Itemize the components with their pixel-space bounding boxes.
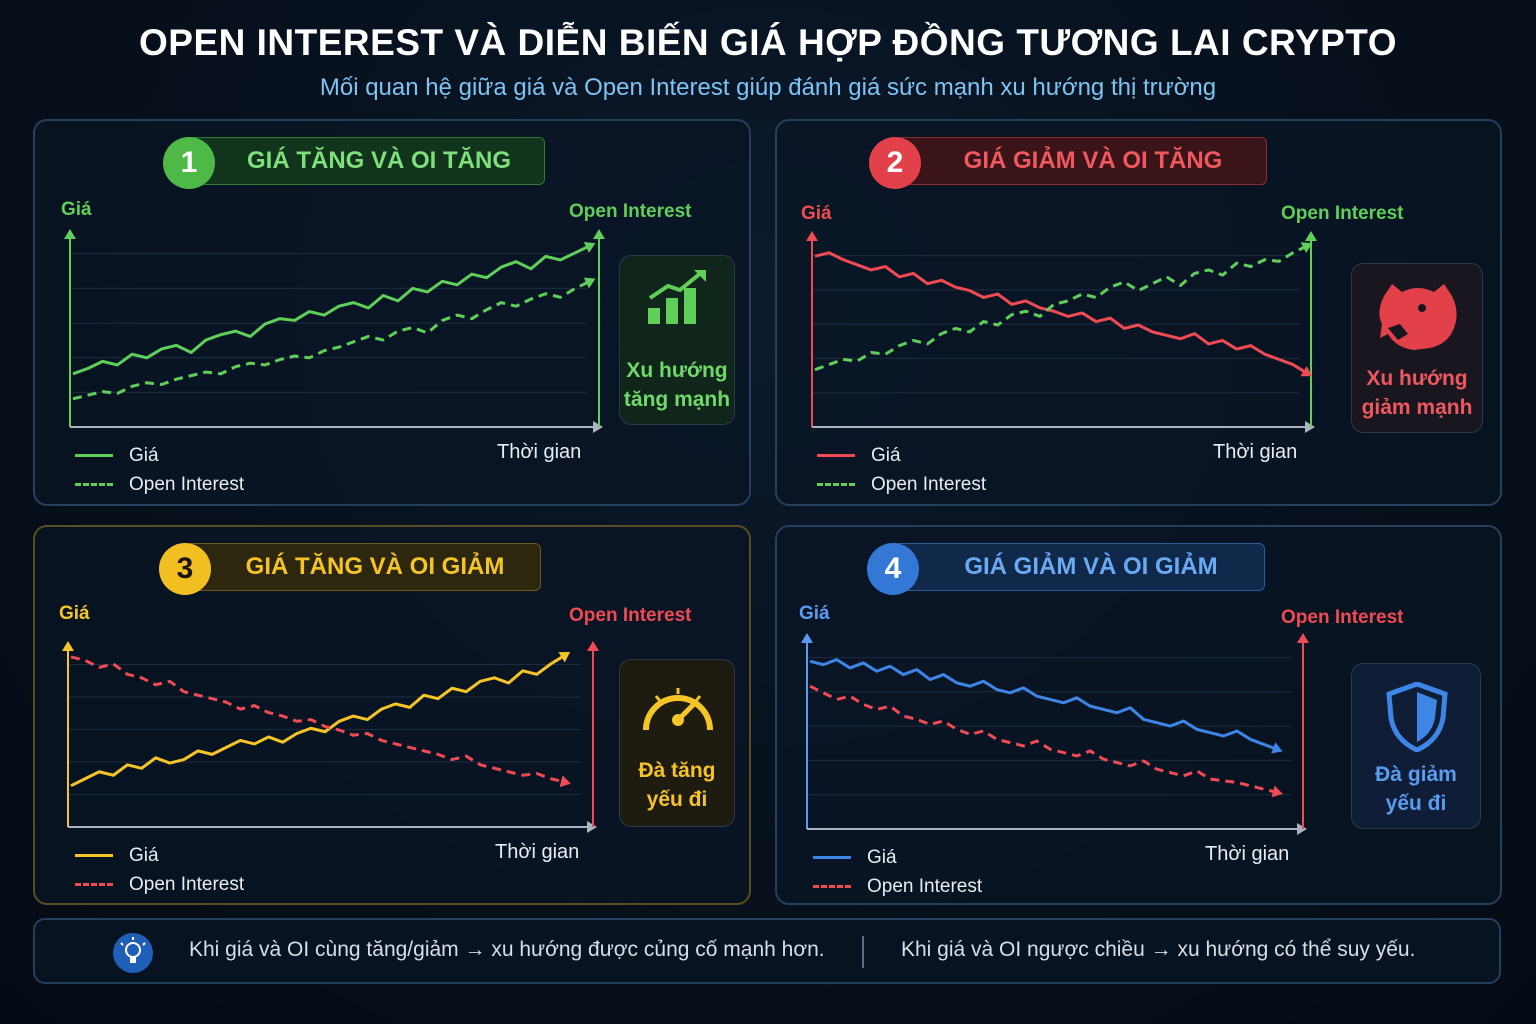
- open-interest-line: [809, 684, 1278, 794]
- legend-label-oi: Open Interest: [129, 473, 245, 495]
- y2-axis-label: Open Interest: [569, 201, 692, 222]
- price-line: [814, 251, 1308, 375]
- chart-plot: [62, 641, 599, 833]
- panel-price-up-oi-up: 1 GIÁ TĂNG VÀ OI TĂNG Giá Open Interest …: [33, 119, 751, 506]
- y-axis-label: Giá: [59, 603, 90, 624]
- price-line: [809, 658, 1278, 751]
- insight-line-2: tăng mạnh: [623, 388, 731, 411]
- y2-axis-label: Open Interest: [569, 605, 692, 626]
- speedometer-icon: [643, 688, 713, 731]
- bar-chart-up-icon: [648, 270, 706, 324]
- panel-heading: GIÁ GIẢM VÀ OI GIẢM: [897, 543, 1265, 591]
- price-line-arrow: [583, 242, 596, 253]
- x-axis-label: Thời gian: [497, 441, 582, 463]
- open-interest-line-arrow: [559, 775, 571, 788]
- insight-line-2: yếu đi: [1385, 792, 1447, 815]
- panel-badge: 4 GIÁ GIẢM VÀ OI GIẢM: [867, 543, 1265, 595]
- legend-swatch-oi: [75, 883, 113, 886]
- chart-plot: [801, 633, 1309, 835]
- y2-axis-arrow: [587, 641, 599, 651]
- panel-number: 1: [163, 137, 215, 189]
- panel-heading: GIÁ TĂNG VÀ OI TĂNG: [193, 137, 545, 185]
- legend-swatch-oi: [817, 483, 855, 486]
- panel-number: 4: [867, 543, 919, 595]
- panel-heading: GIÁ GIẢM VÀ OI TĂNG: [899, 137, 1267, 185]
- chart-legend: Giá Open Interest: [813, 843, 982, 901]
- y-axis-label: Giá: [801, 203, 832, 224]
- legend-label-price: Giá: [129, 444, 159, 466]
- insight-card: Xu hướng giảm mạnh: [1351, 263, 1483, 433]
- insight-line-1: Xu hướng: [626, 359, 728, 382]
- insight-card: Xu hướng tăng mạnh: [619, 255, 735, 425]
- tips-bar: Khi giá và OI cùng tăng/giảm → xu hướng …: [33, 918, 1501, 984]
- open-interest-line: [72, 279, 591, 401]
- y-axis-arrow: [62, 641, 74, 651]
- insight-card: Đà tăng yếu đi: [619, 659, 735, 827]
- chart-legend: Giá Open Interest: [75, 441, 244, 499]
- legend-label-oi: Open Interest: [871, 473, 987, 495]
- panel-price-down-oi-down: 4 GIÁ GIẢM VÀ OI GIẢM Giá Open Interest …: [775, 525, 1502, 905]
- legend-label-price: Giá: [867, 846, 897, 868]
- shield-icon: [1386, 682, 1448, 752]
- insight-line-2: yếu đi: [646, 788, 708, 811]
- x-axis-label: Thời gian: [495, 841, 580, 863]
- y2-axis-label: Open Interest: [1281, 203, 1404, 224]
- lightbulb-icon: [113, 933, 153, 973]
- panel-price-up-oi-down: 3 GIÁ TĂNG VÀ OI GIẢM Giá Open Interest …: [33, 525, 751, 905]
- open-interest-line: [814, 244, 1308, 372]
- open-interest-line: [70, 655, 566, 784]
- legend-swatch-price: [75, 854, 113, 857]
- panel-heading: GIÁ TĂNG VÀ OI GIẢM: [189, 543, 541, 591]
- x-axis-label: Thời gian: [1205, 843, 1290, 865]
- y2-axis-arrow: [1297, 633, 1309, 643]
- y-axis-label: Giá: [61, 199, 92, 220]
- legend-label-price: Giá: [129, 844, 159, 866]
- price-line: [72, 244, 591, 376]
- chart-legend: Giá Open Interest: [75, 841, 244, 899]
- tip-divider: [862, 936, 864, 968]
- tip-same-direction: Khi giá và OI cùng tăng/giảm → xu hướng …: [189, 938, 825, 961]
- price-line: [70, 653, 566, 788]
- y-axis-arrow: [806, 231, 818, 241]
- insight-line-1: Xu hướng: [1366, 367, 1468, 390]
- legend-swatch-oi: [75, 483, 113, 486]
- bear-icon: [1379, 284, 1457, 350]
- price-line-arrow: [1271, 742, 1283, 754]
- legend-swatch-price: [813, 856, 851, 859]
- panel-badge: 2 GIÁ GIẢM VÀ OI TĂNG: [869, 137, 1267, 189]
- y-axis-label: Giá: [799, 603, 830, 624]
- legend-swatch-oi: [813, 885, 851, 888]
- legend-label-oi: Open Interest: [129, 873, 245, 895]
- legend-label-oi: Open Interest: [867, 875, 983, 897]
- price-line-arrow: [1300, 365, 1313, 377]
- chart-legend: Giá Open Interest: [817, 441, 986, 499]
- x-axis-label: Thời gian: [1213, 441, 1298, 463]
- legend-swatch-price: [75, 454, 113, 457]
- insight-line-1: Đà tăng: [638, 759, 716, 782]
- chart-plot: [64, 229, 605, 433]
- insight-line-1: Đà giảm: [1375, 763, 1457, 786]
- tip-opposite-direction: Khi giá và OI ngược chiều → xu hướng có …: [901, 938, 1416, 961]
- legend-label-price: Giá: [871, 444, 901, 466]
- y2-axis-arrow: [1305, 231, 1317, 241]
- panel-price-down-oi-up: 2 GIÁ GIẢM VÀ OI TĂNG Giá Open Interest …: [775, 119, 1502, 506]
- y2-axis-label: Open Interest: [1281, 607, 1404, 628]
- chart-plot: [806, 231, 1317, 433]
- panel-badge: 1 GIÁ TĂNG VÀ OI TĂNG: [163, 137, 545, 189]
- panel-number: 3: [159, 543, 211, 595]
- open-interest-line-arrow: [1300, 242, 1313, 254]
- insight-line-2: giảm mạnh: [1361, 396, 1473, 419]
- legend-swatch-price: [817, 454, 855, 457]
- y-axis-arrow: [801, 633, 813, 643]
- insight-card: Đà giảm yếu đi: [1351, 663, 1481, 829]
- open-interest-line-arrow: [583, 277, 596, 289]
- panel-badge: 3 GIÁ TĂNG VÀ OI GIẢM: [159, 543, 541, 595]
- page-subtitle: Mối quan hệ giữa giá và Open Interest gi…: [319, 74, 1217, 101]
- page-title: OPEN INTEREST VÀ DIỄN BIẾN GIÁ HỢP ĐỒNG …: [139, 22, 1397, 63]
- y-axis-arrow: [64, 229, 76, 239]
- panel-number: 2: [869, 137, 921, 189]
- y2-axis-arrow: [593, 229, 605, 239]
- open-interest-line-arrow: [1271, 785, 1283, 798]
- price-line-arrow: [558, 652, 571, 663]
